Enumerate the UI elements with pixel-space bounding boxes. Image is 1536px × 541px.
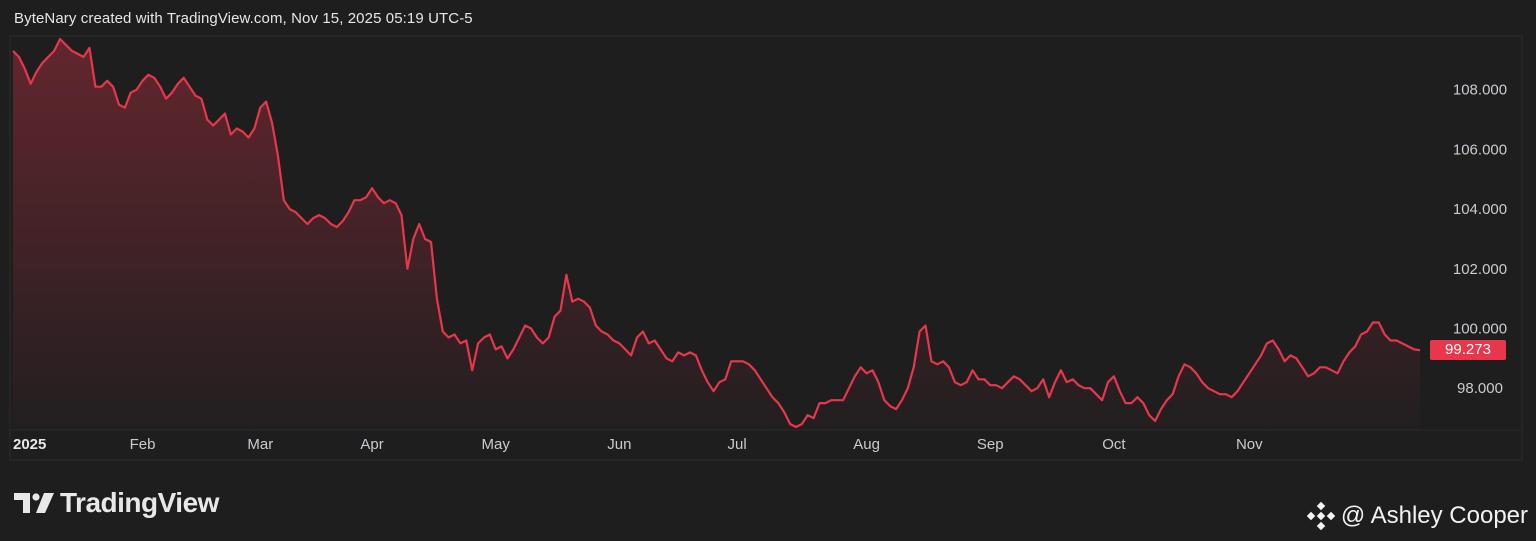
x-tick-label: Oct	[1102, 436, 1126, 453]
x-tick-label: Sep	[977, 436, 1004, 453]
tradingview-logo-text: TradingView	[60, 487, 219, 518]
watermark-text: @ Ashley Cooper	[1340, 502, 1528, 529]
x-tick-label: 2025	[13, 436, 46, 453]
x-tick-label: Jul	[728, 436, 747, 453]
x-tick-label: Aug	[853, 436, 880, 453]
watermark: @ Ashley Cooper	[1306, 502, 1528, 530]
y-tick-label: 100.000	[1453, 321, 1507, 338]
binance-diamond-icon	[1306, 502, 1335, 530]
x-tick-label: Feb	[130, 436, 156, 453]
x-tick-label: Apr	[360, 436, 383, 453]
plot-frame	[9, 35, 1523, 461]
x-tick-label: Jun	[607, 436, 631, 453]
y-tick-label: 106.000	[1453, 141, 1507, 158]
tradingview-logo-icon	[14, 493, 54, 513]
x-tick-label: Mar	[247, 436, 273, 453]
x-tick-label: Nov	[1236, 436, 1263, 453]
last-price-badge: 99.273	[1430, 340, 1506, 361]
y-tick-label: 102.000	[1453, 261, 1507, 278]
y-tick-label: 104.000	[1453, 201, 1507, 218]
price-area-fill	[13, 39, 1420, 430]
y-tick-label: 108.000	[1453, 82, 1507, 99]
tradingview-logo[interactable]: TradingView	[14, 487, 219, 519]
price-series-line	[12, 37, 1421, 429]
x-tick-label: May	[482, 436, 511, 453]
chart-attribution: ByteNary created with TradingView.com, N…	[14, 10, 473, 27]
y-tick-label: 98.000	[1457, 380, 1503, 397]
